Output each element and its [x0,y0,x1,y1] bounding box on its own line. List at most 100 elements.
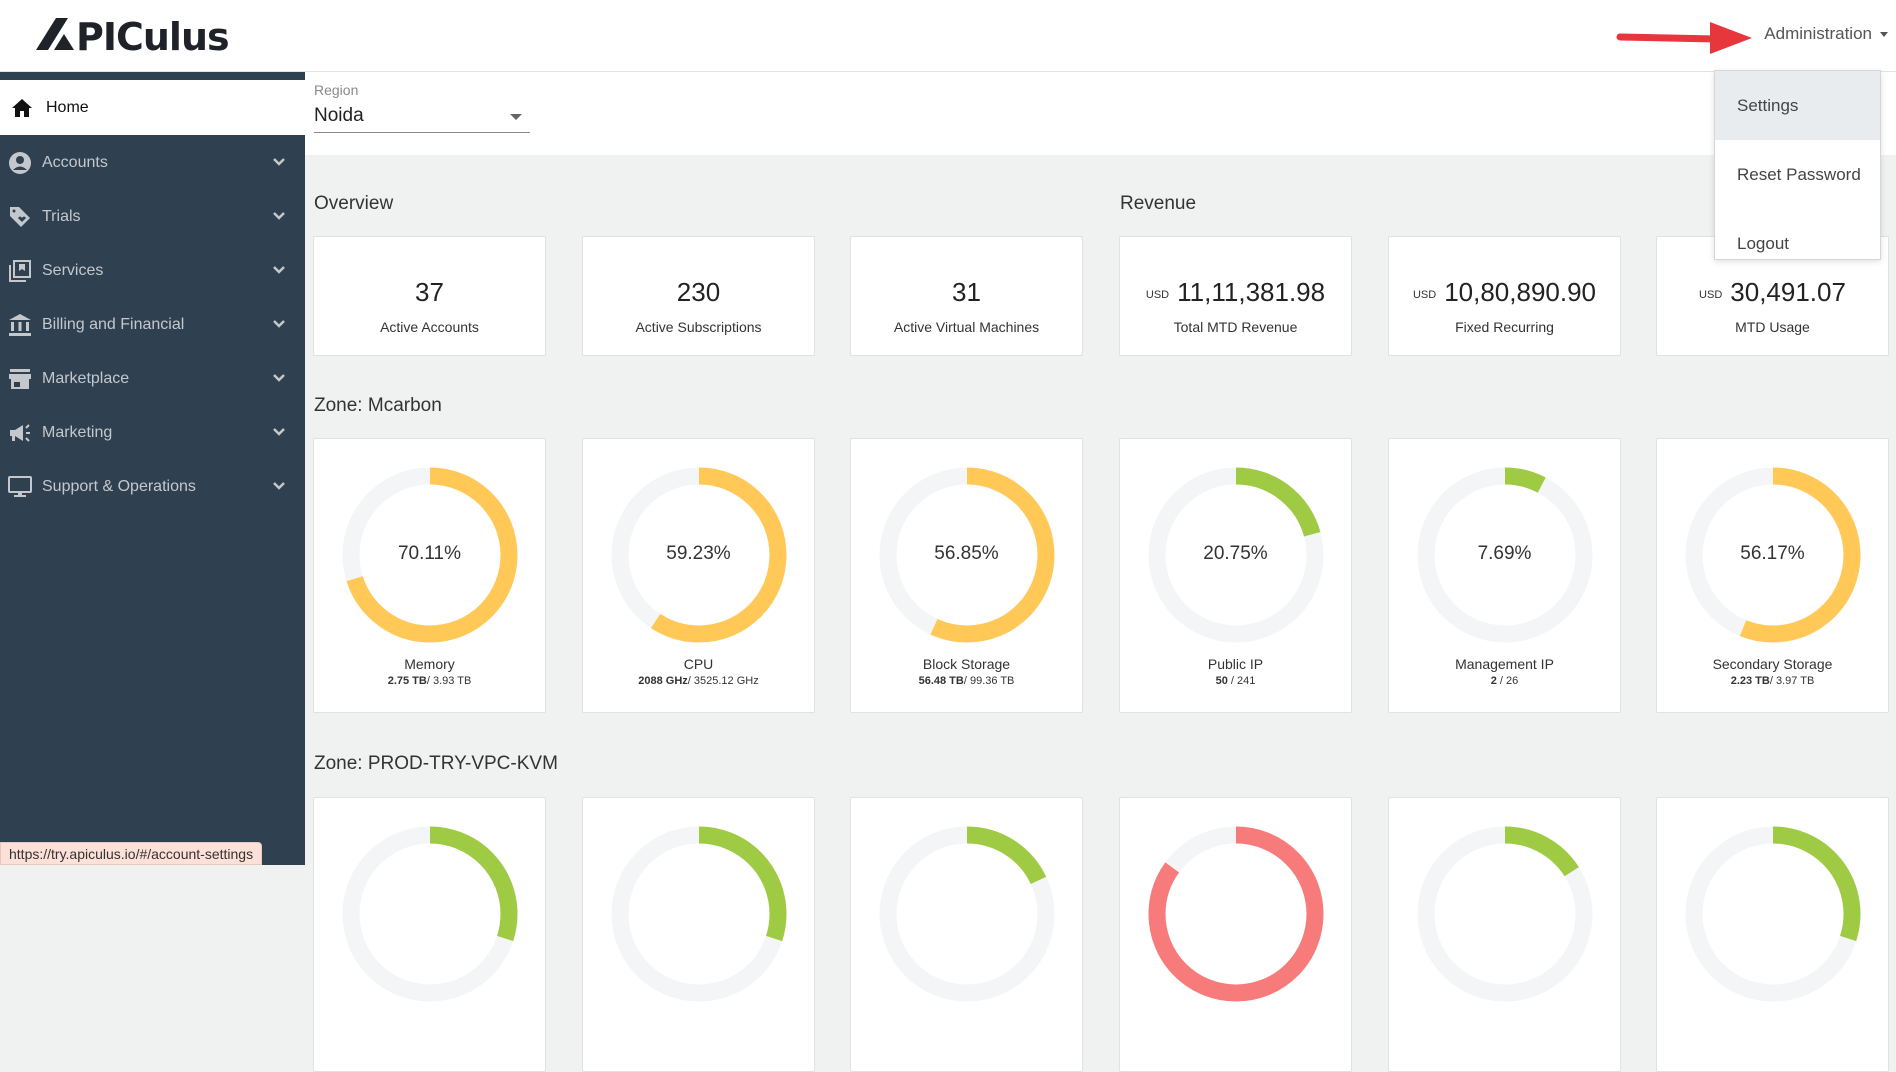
gauge-label: CPU [683,656,714,672]
stat-value: 230 [676,277,721,307]
donut-chart [1417,467,1593,643]
stat-label: Active Virtual Machines [893,319,1040,335]
gauge-card[interactable]: 56.17% Secondary Storage 2.23 TB/ 3.97 TB [1656,438,1889,713]
stat-card-active-subscriptions[interactable]: 230 Active Subscriptions [582,236,815,356]
gauge-usage: 2.23 TB/ 3.97 TB [1657,675,1888,687]
currency-label: USD [1412,289,1437,301]
gauge-total: / 3.93 TB [426,675,472,687]
gauge-total: / 3.97 TB [1769,675,1815,687]
menu-item-settings[interactable]: Settings [1715,71,1880,140]
stat-value: USD 10,80,890.90 [1389,277,1620,308]
region-label: Region [314,82,359,98]
gauge-card[interactable] [850,797,1083,1072]
gauge-card[interactable] [313,797,546,1072]
overview-title: Overview [314,193,394,214]
stat-card-active-virtual-machines[interactable]: 31 Active Virtual Machines [850,236,1083,356]
sidebar-item-services[interactable]: Services [0,244,305,298]
stat-value: USD 11,11,381.98 [1120,277,1351,308]
gauge-percentage: 20.75% [1203,543,1268,564]
megaphone-icon [10,424,30,442]
sidebar-item-label: Support & Operations [42,478,196,495]
zone-title: Zone: Mcarbon [314,395,442,416]
svg-text:PICulus: PICulus [76,15,229,56]
gauge-total: / 99.36 TB [963,675,1015,687]
region-select[interactable]: Noida [314,100,530,133]
gauge-card[interactable] [582,797,815,1072]
gauge-usage: 2 / 26 [1389,675,1620,687]
stat-card-active-accounts[interactable]: 37 Active Accounts [313,236,546,356]
gauge-card[interactable] [1119,797,1352,1072]
zone-title: Zone: PROD-TRY-VPC-KVM [314,753,558,774]
gauge-total: / 26 [1496,675,1519,687]
donut-chart [342,826,518,1002]
menu-item-reset-password[interactable]: Reset Password [1737,164,1861,184]
gauge-label: Public IP [1207,656,1264,672]
gauge-percentage: 7.69% [1477,543,1532,564]
gauge-card[interactable]: 59.23% CPU 2088 GHz/ 3525.12 GHz [582,438,815,713]
caret-down-icon [1880,31,1888,37]
stat-label: Active Subscriptions [635,319,762,335]
stat-value: 37 [415,277,444,307]
chevron-down-icon[interactable] [271,316,287,332]
donut-chart [1148,826,1324,1002]
currency-label: USD [1699,289,1723,301]
gauge-percentage: 56.85% [934,543,999,564]
sidebar-item-marketing[interactable]: Marketing [0,406,305,460]
gauge-label: Block Storage [922,656,1011,672]
donut-chart [879,826,1055,1002]
donut-chart [611,826,787,1002]
apiculus-logo[interactable]: PICulus [36,14,236,56]
gauge-usage: 50 / 241 [1120,675,1351,687]
revenue-amount: 10,80,890.90 [1444,277,1597,307]
monitor-icon [8,476,32,497]
gauge-card[interactable]: 20.75% Public IP 50 / 241 [1119,438,1352,713]
sidebar-item-accounts[interactable]: Accounts [0,136,305,190]
chevron-down-icon[interactable] [271,478,287,494]
caret-down-icon [510,114,522,120]
sidebar-item-marketplace[interactable]: Marketplace [0,352,305,406]
gauge-used: 56.48 TB [918,675,964,687]
sidebar-item-label: Home [46,98,89,116]
gauge-percentage: 56.17% [1740,543,1805,564]
gauge-card[interactable]: 70.11% Memory 2.75 TB/ 3.93 TB [313,438,546,713]
gauge-used: 2.23 TB [1730,675,1770,687]
gauge-card[interactable]: 7.69% Management IP 2 / 26 [1388,438,1621,713]
bank-icon [9,314,31,336]
gauge-usage: 2.75 TB/ 3.93 TB [314,675,545,687]
gauge-card[interactable] [1656,797,1889,1072]
chevron-down-icon[interactable] [271,208,287,224]
status-bar-url: https://try.apiculus.io/#/account-settin… [0,842,263,865]
donut-chart [611,467,787,643]
chevron-down-icon[interactable] [271,262,287,278]
gauge-card[interactable]: 56.85% Block Storage 56.48 TB/ 99.36 TB [850,438,1083,713]
chevron-down-icon[interactable] [271,424,287,440]
chevron-down-icon[interactable] [271,154,287,170]
gauge-used: 50 [1215,675,1228,687]
donut-chart [1417,826,1593,1002]
revenue-title: Revenue [1120,193,1197,214]
administration-menu-toggle[interactable]: Administration [1764,24,1888,44]
sidebar-item-label: Marketplace [42,370,130,387]
sidebar-item-trials[interactable]: Trials [0,190,305,244]
gauge-usage: 56.48 TB/ 99.36 TB [851,675,1082,687]
revenue-amount: 30,491.07 [1730,277,1846,307]
gauge-card[interactable] [1388,797,1621,1072]
stat-card-total-mtd-revenue[interactable]: USD 11,11,381.98 Total MTD Revenue [1119,236,1352,356]
gauge-total: / 241 [1227,675,1256,687]
chevron-down-icon[interactable] [271,370,287,386]
donut-chart [879,467,1055,643]
sidebar-item-home[interactable]: Home [0,80,305,135]
store-icon [9,369,31,389]
sidebar-item-support-and-operations[interactable]: Support & Operations [0,460,305,514]
tag-heart-icon [10,207,30,227]
currency-label: USD [1145,289,1170,301]
stat-card-fixed-recurring[interactable]: USD 10,80,890.90 Fixed Recurring [1388,236,1621,356]
gauge-percentage: 70.11% [397,543,462,564]
gauge-used: 2.75 TB [387,675,427,687]
sidebar-item-label: Services [42,262,104,279]
sidebar-item-billing-and-financial[interactable]: Billing and Financial [0,298,305,352]
gauge-used: 2 [1490,675,1497,687]
gauge-usage: 2088 GHz/ 3525.12 GHz [583,675,814,687]
menu-item-logout[interactable]: Logout [1737,233,1789,253]
home-icon [12,98,32,117]
